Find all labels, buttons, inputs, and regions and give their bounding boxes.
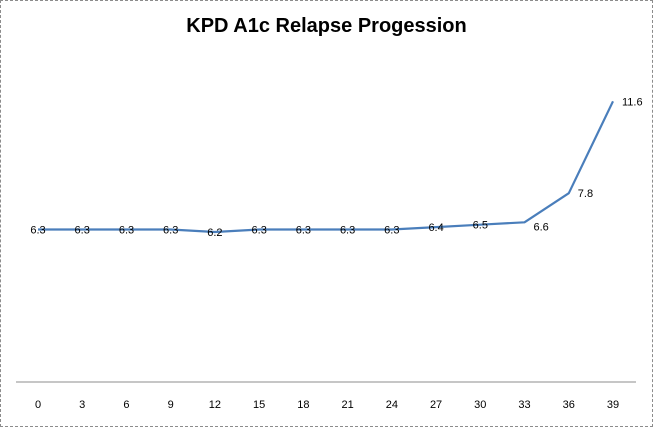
- data-label: 7.8: [578, 188, 593, 200]
- data-label: 6.3: [296, 225, 311, 237]
- x-tick-label: 15: [253, 399, 265, 411]
- x-tick-label: 21: [341, 399, 353, 411]
- data-label: 6.3: [30, 225, 45, 237]
- data-label: 6.5: [473, 220, 488, 232]
- x-tick-label: 0: [35, 399, 41, 411]
- x-tick-label: 39: [607, 399, 619, 411]
- data-label: 6.3: [119, 225, 134, 237]
- x-tick-label: 36: [563, 399, 575, 411]
- data-label: 6.3: [163, 225, 178, 237]
- data-label: 6.3: [252, 225, 267, 237]
- data-label: 11.6: [622, 96, 643, 108]
- data-label: 6.3: [75, 225, 90, 237]
- x-tick-label: 30: [474, 399, 486, 411]
- x-tick-label: 33: [518, 399, 530, 411]
- x-tick-label: 9: [168, 399, 174, 411]
- chart-title: KPD A1c Relapse Progession: [186, 15, 467, 37]
- x-tick-label: 12: [209, 399, 221, 411]
- x-tick-label: 27: [430, 399, 442, 411]
- x-tick-label: 18: [297, 399, 309, 411]
- x-tick-label: 6: [123, 399, 129, 411]
- data-label: 6.2: [207, 227, 222, 239]
- series-line: [38, 100, 614, 234]
- data-label: 6.6: [534, 221, 549, 233]
- data-label: 6.3: [384, 225, 399, 237]
- x-tick-label: 3: [79, 399, 85, 411]
- x-tick-label: 24: [386, 399, 398, 411]
- data-label: 6.3: [340, 225, 355, 237]
- data-label: 6.4: [428, 222, 443, 234]
